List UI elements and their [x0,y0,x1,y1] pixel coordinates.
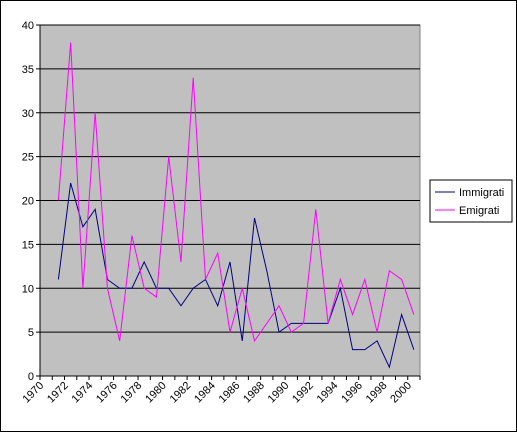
series-line [57,42,415,343]
y-tick-label: 20 [22,196,34,208]
legend-label: Emigrati [459,205,499,217]
series-line [57,182,415,369]
y-tick-label: 25 [22,152,34,164]
legend-label: Immigrati [459,187,504,199]
y-tick-label: 30 [22,108,34,120]
y-tick-label: 5 [28,327,34,339]
y-tick-label: 40 [22,20,34,32]
y-tick-label: 0 [28,371,34,383]
legend-box [429,179,513,223]
y-tick-label: 35 [22,64,34,76]
y-tick-label: 10 [22,283,34,295]
y-tick-label: 15 [22,239,34,251]
